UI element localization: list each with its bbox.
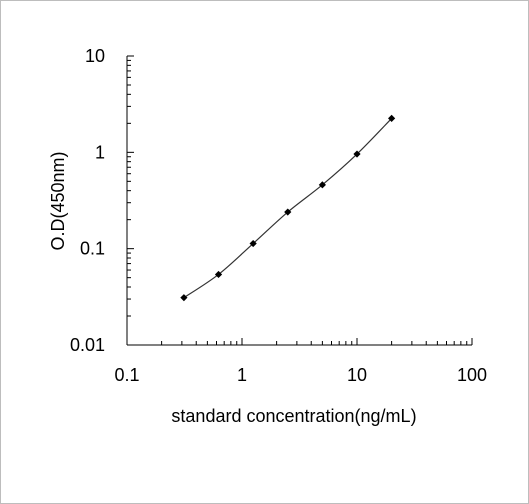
data-point bbox=[214, 270, 223, 279]
fit-curve bbox=[183, 117, 393, 299]
y-axis-label: O.D(450nm) bbox=[48, 151, 68, 250]
data-point bbox=[353, 150, 361, 158]
x-tick-label: 100 bbox=[457, 365, 487, 385]
axes bbox=[126, 55, 473, 346]
data-point bbox=[180, 294, 188, 302]
tick-labels: 0.1 1 10 100 0.01 0.1 1 10 bbox=[70, 46, 487, 385]
y-tick-label: 10 bbox=[85, 46, 105, 66]
data-point bbox=[284, 208, 292, 216]
y-tick-label: 0.1 bbox=[80, 239, 105, 259]
x-tick-label: 1 bbox=[237, 365, 247, 385]
y-tick-label: 0.01 bbox=[70, 335, 105, 355]
y-tick-label: 1 bbox=[95, 142, 105, 162]
fit-curve-group bbox=[183, 117, 393, 299]
x-axis-label: standard concentration(ng/mL) bbox=[171, 406, 416, 426]
x-tick-label: 10 bbox=[347, 365, 367, 385]
data-point bbox=[318, 181, 326, 189]
data-point bbox=[249, 239, 257, 248]
data-point bbox=[388, 114, 396, 123]
data-points bbox=[180, 114, 396, 302]
x-tick-label: 0.1 bbox=[114, 365, 139, 385]
